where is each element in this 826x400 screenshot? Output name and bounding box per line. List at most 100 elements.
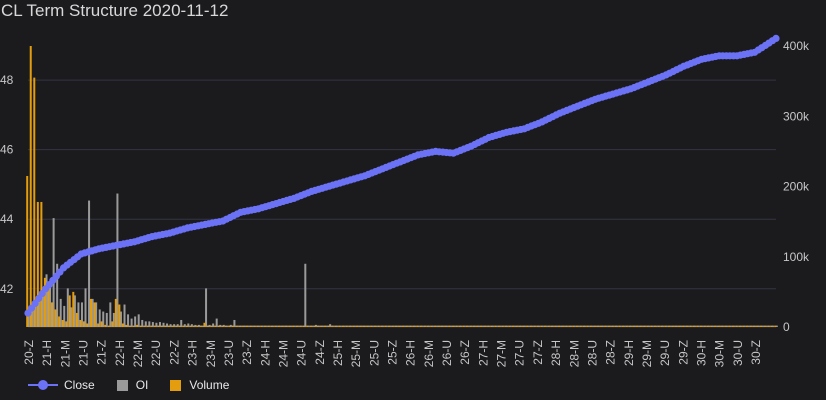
right-tick-label: 400k [783, 39, 810, 53]
volume-bar [72, 291, 75, 327]
volume-bar [341, 325, 344, 327]
volume-bar [607, 325, 610, 327]
volume-bar [706, 325, 709, 327]
x-tick-label: 24-Z [313, 340, 327, 365]
volume-bar [433, 325, 436, 327]
volume-bar [160, 325, 163, 327]
oi-bar [495, 325, 498, 327]
oi-bar [609, 325, 612, 327]
oi-bar [219, 324, 222, 327]
volume-bar [572, 325, 575, 327]
volume-bar [203, 322, 206, 327]
legend-volume[interactable]: Volume [170, 378, 229, 392]
oi-bar [683, 325, 686, 327]
volume-bar [632, 325, 635, 327]
volume-bar [377, 325, 380, 327]
oi-bar [740, 325, 743, 327]
volume-bar [522, 325, 525, 327]
oi-bar [155, 322, 158, 327]
volume-bar [657, 325, 660, 327]
volume-bars [26, 46, 777, 327]
x-tick-label: 28-M [567, 340, 581, 367]
volume-bar [249, 325, 252, 327]
legend-oi[interactable]: OI [116, 378, 148, 392]
volume-bar [689, 325, 692, 327]
volume-bar [699, 325, 702, 327]
volume-bar [671, 325, 674, 327]
oi-bar [311, 325, 314, 327]
volume-bar [600, 325, 603, 327]
oi-bar [633, 325, 636, 327]
volume-bar [724, 325, 727, 327]
volume-bar [557, 325, 560, 327]
oi-bar [509, 325, 512, 327]
volume-bar [86, 323, 89, 327]
oi-bar [389, 325, 392, 327]
volume-bar [529, 325, 532, 327]
right-tick-label: 0 [783, 320, 790, 334]
volume-bar [586, 325, 589, 327]
volume-bar [132, 325, 135, 327]
volume-bar [359, 325, 362, 327]
oi-bar [304, 263, 307, 327]
volume-bar [274, 325, 277, 327]
volume-bar [667, 325, 670, 327]
volume-bar [100, 321, 103, 327]
oi-bar [421, 325, 424, 327]
oi-bar [229, 324, 232, 327]
volume-bar [221, 325, 224, 327]
volume-bar [199, 325, 202, 327]
oi-bar [676, 325, 679, 327]
x-tick-label: 22-H [113, 340, 127, 366]
oi-bar [119, 311, 122, 327]
volume-bar [168, 325, 171, 327]
oi-bar [325, 325, 328, 327]
oi-bar [424, 325, 427, 327]
oi-bar [98, 309, 101, 327]
oi-bar [736, 325, 739, 327]
oi-bar [478, 325, 481, 327]
volume-bar [487, 325, 490, 327]
left-axis-ticks: 42 44 46 48 [0, 73, 14, 296]
volume-bar [338, 325, 341, 327]
oi-bar [52, 218, 55, 327]
legend-close[interactable]: Close [28, 378, 95, 392]
volume-bar [29, 46, 32, 327]
volume-bar [373, 325, 376, 327]
oi-bar [226, 325, 229, 327]
oi-bar [80, 302, 83, 327]
volume-bar [68, 295, 71, 327]
oi-bar [134, 316, 137, 327]
volume-bar [451, 325, 454, 327]
oi-bar [38, 295, 41, 327]
oi-bar [169, 324, 172, 327]
x-tick-label: 29-H [622, 340, 636, 366]
oi-bar [623, 325, 626, 327]
volume-bar [511, 325, 514, 327]
oi-bar [329, 324, 332, 327]
volume-bar [75, 312, 78, 327]
oi-bar [658, 325, 661, 327]
volume-bar [196, 325, 199, 327]
volume-bar [288, 325, 291, 327]
volume-bar [253, 325, 256, 327]
oi-bar [339, 325, 342, 327]
volume-bar [458, 325, 461, 327]
volume-bar [660, 325, 663, 327]
volume-bar [114, 298, 117, 327]
oi-bar [272, 325, 275, 327]
oi-bar [470, 325, 473, 327]
oi-bar [463, 325, 466, 327]
oi-bar [655, 325, 658, 327]
volume-bar [146, 325, 149, 327]
volume-bar [178, 325, 181, 327]
legend-volume-label: Volume [189, 378, 230, 392]
left-tick-label: 42 [0, 282, 14, 296]
x-tick-label: 26-H [404, 340, 418, 366]
volume-bar [93, 302, 96, 327]
volume-bar [604, 325, 607, 327]
oi-bar [137, 314, 140, 327]
volume-bar [334, 325, 337, 327]
volume-bar [192, 325, 195, 327]
volume-bar [409, 325, 412, 327]
